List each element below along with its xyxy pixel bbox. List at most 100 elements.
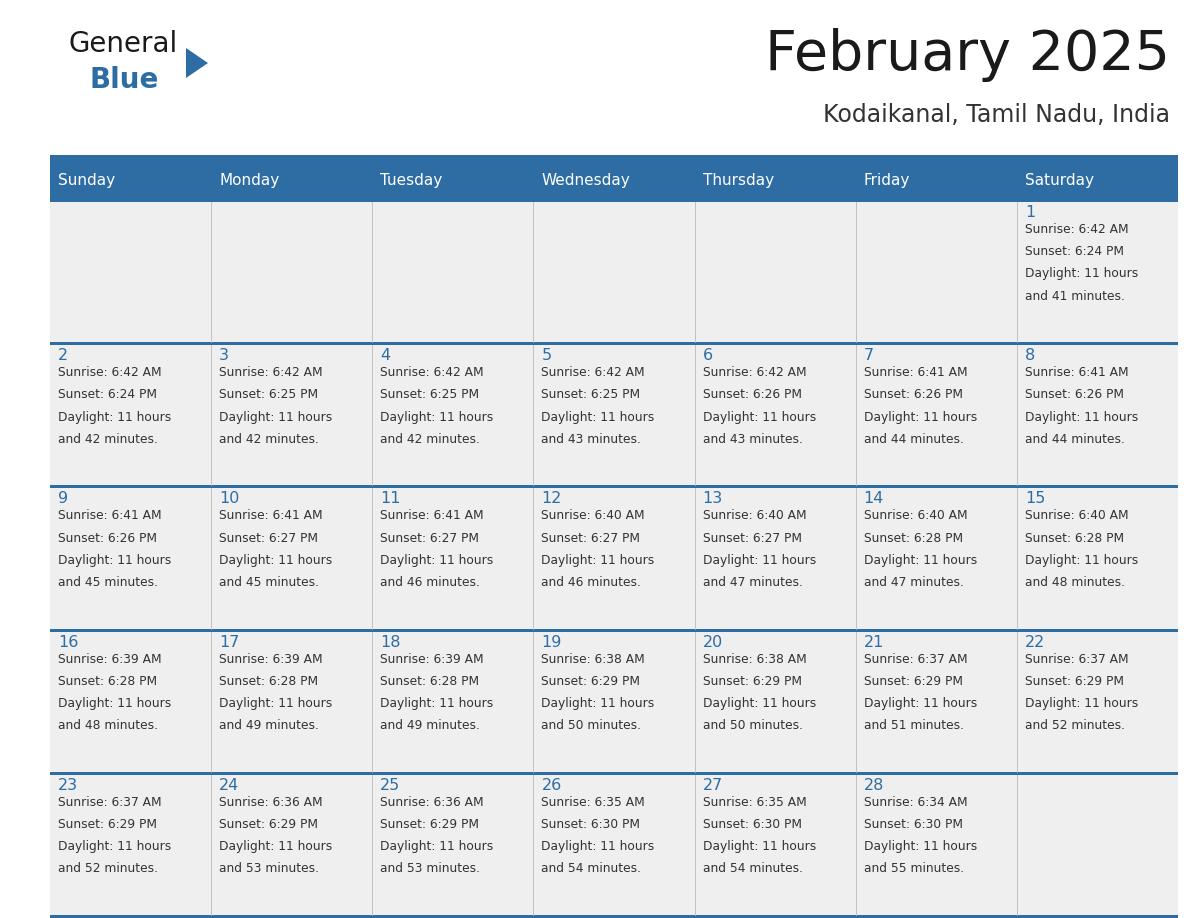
Text: Daylight: 11 hours: Daylight: 11 hours [58, 697, 171, 710]
Text: and 50 minutes.: and 50 minutes. [542, 719, 642, 733]
Text: Sunset: 6:29 PM: Sunset: 6:29 PM [1025, 675, 1124, 688]
Text: and 51 minutes.: and 51 minutes. [864, 719, 963, 733]
Text: Sunrise: 6:34 AM: Sunrise: 6:34 AM [864, 796, 967, 809]
Text: Daylight: 11 hours: Daylight: 11 hours [864, 410, 977, 423]
Text: Daylight: 11 hours: Daylight: 11 hours [219, 410, 333, 423]
Text: Daylight: 11 hours: Daylight: 11 hours [380, 697, 493, 710]
Bar [50, 202, 1178, 342]
Text: and 54 minutes.: and 54 minutes. [702, 862, 803, 876]
Text: Daylight: 11 hours: Daylight: 11 hours [1025, 410, 1138, 423]
Text: Daylight: 11 hours: Daylight: 11 hours [702, 840, 816, 853]
Text: Blue: Blue [90, 66, 159, 94]
Text: Sunset: 6:27 PM: Sunset: 6:27 PM [219, 532, 318, 544]
Text: 21: 21 [864, 634, 884, 650]
Text: Sunrise: 6:40 AM: Sunrise: 6:40 AM [864, 509, 967, 522]
Text: Sunrise: 6:42 AM: Sunrise: 6:42 AM [219, 366, 323, 379]
Text: 28: 28 [864, 778, 884, 793]
Text: Sunrise: 6:37 AM: Sunrise: 6:37 AM [58, 796, 162, 809]
Text: 14: 14 [864, 491, 884, 507]
Text: 25: 25 [380, 778, 400, 793]
Bar [50, 629, 1178, 632]
Text: 8: 8 [1025, 348, 1035, 364]
Text: and 42 minutes.: and 42 minutes. [219, 432, 320, 446]
Text: 16: 16 [58, 634, 78, 650]
Text: and 43 minutes.: and 43 minutes. [702, 432, 802, 446]
Text: 27: 27 [702, 778, 722, 793]
Text: Sunset: 6:28 PM: Sunset: 6:28 PM [380, 675, 480, 688]
Text: and 47 minutes.: and 47 minutes. [864, 576, 963, 589]
Text: 1: 1 [1025, 205, 1035, 220]
Text: Sunset: 6:29 PM: Sunset: 6:29 PM [219, 818, 318, 831]
Text: Sunrise: 6:39 AM: Sunrise: 6:39 AM [58, 653, 162, 666]
Text: Daylight: 11 hours: Daylight: 11 hours [219, 840, 333, 853]
Text: 9: 9 [58, 491, 68, 507]
Text: and 47 minutes.: and 47 minutes. [702, 576, 802, 589]
Text: 20: 20 [702, 634, 722, 650]
Text: 18: 18 [380, 634, 400, 650]
Text: Daylight: 11 hours: Daylight: 11 hours [702, 697, 816, 710]
Text: Sunrise: 6:41 AM: Sunrise: 6:41 AM [219, 509, 323, 522]
Text: February 2025: February 2025 [765, 28, 1170, 82]
Text: 23: 23 [58, 778, 78, 793]
Text: Kodaikanal, Tamil Nadu, India: Kodaikanal, Tamil Nadu, India [823, 103, 1170, 127]
Text: and 45 minutes.: and 45 minutes. [219, 576, 320, 589]
Text: Sunset: 6:26 PM: Sunset: 6:26 PM [864, 388, 962, 401]
Text: and 44 minutes.: and 44 minutes. [864, 432, 963, 446]
Text: and 52 minutes.: and 52 minutes. [1025, 719, 1125, 733]
Text: and 42 minutes.: and 42 minutes. [58, 432, 158, 446]
Text: Sunrise: 6:42 AM: Sunrise: 6:42 AM [1025, 223, 1129, 236]
Text: 19: 19 [542, 634, 562, 650]
Text: Sunrise: 6:41 AM: Sunrise: 6:41 AM [380, 509, 484, 522]
Text: Daylight: 11 hours: Daylight: 11 hours [58, 554, 171, 566]
Text: and 50 minutes.: and 50 minutes. [702, 719, 803, 733]
Text: Sunset: 6:29 PM: Sunset: 6:29 PM [380, 818, 479, 831]
Text: and 53 minutes.: and 53 minutes. [219, 862, 320, 876]
Text: Sunrise: 6:42 AM: Sunrise: 6:42 AM [702, 366, 807, 379]
Text: Sunset: 6:30 PM: Sunset: 6:30 PM [542, 818, 640, 831]
Text: Sunset: 6:27 PM: Sunset: 6:27 PM [542, 532, 640, 544]
Text: and 52 minutes.: and 52 minutes. [58, 862, 158, 876]
Text: Tuesday: Tuesday [380, 173, 443, 187]
Text: Daylight: 11 hours: Daylight: 11 hours [380, 840, 493, 853]
Text: Sunrise: 6:40 AM: Sunrise: 6:40 AM [542, 509, 645, 522]
Text: Daylight: 11 hours: Daylight: 11 hours [219, 697, 333, 710]
Text: Daylight: 11 hours: Daylight: 11 hours [380, 554, 493, 566]
Text: and 45 minutes.: and 45 minutes. [58, 576, 158, 589]
Text: Sunrise: 6:42 AM: Sunrise: 6:42 AM [380, 366, 484, 379]
Text: Daylight: 11 hours: Daylight: 11 hours [542, 840, 655, 853]
Bar [50, 199, 1178, 202]
Bar [50, 161, 1178, 199]
Text: and 48 minutes.: and 48 minutes. [58, 719, 158, 733]
Text: Sunrise: 6:35 AM: Sunrise: 6:35 AM [542, 796, 645, 809]
Text: Sunrise: 6:42 AM: Sunrise: 6:42 AM [58, 366, 162, 379]
Text: Sunrise: 6:41 AM: Sunrise: 6:41 AM [864, 366, 967, 379]
Text: 26: 26 [542, 778, 562, 793]
Text: Sunset: 6:28 PM: Sunset: 6:28 PM [219, 675, 318, 688]
Text: Daylight: 11 hours: Daylight: 11 hours [702, 554, 816, 566]
Text: Sunset: 6:29 PM: Sunset: 6:29 PM [58, 818, 157, 831]
Text: 6: 6 [702, 348, 713, 364]
Text: Daylight: 11 hours: Daylight: 11 hours [542, 410, 655, 423]
Bar [50, 155, 1178, 161]
Text: and 41 minutes.: and 41 minutes. [1025, 289, 1125, 303]
Text: Sunrise: 6:36 AM: Sunrise: 6:36 AM [219, 796, 323, 809]
Text: Sunset: 6:28 PM: Sunset: 6:28 PM [1025, 532, 1124, 544]
Text: Sunrise: 6:38 AM: Sunrise: 6:38 AM [542, 653, 645, 666]
Text: Sunrise: 6:39 AM: Sunrise: 6:39 AM [219, 653, 323, 666]
Text: Sunrise: 6:35 AM: Sunrise: 6:35 AM [702, 796, 807, 809]
Text: Daylight: 11 hours: Daylight: 11 hours [380, 410, 493, 423]
Text: Saturday: Saturday [1025, 173, 1094, 187]
Text: 10: 10 [219, 491, 240, 507]
Text: Sunset: 6:30 PM: Sunset: 6:30 PM [702, 818, 802, 831]
Text: Sunset: 6:29 PM: Sunset: 6:29 PM [542, 675, 640, 688]
Text: Daylight: 11 hours: Daylight: 11 hours [219, 554, 333, 566]
Text: and 55 minutes.: and 55 minutes. [864, 862, 963, 876]
Text: 22: 22 [1025, 634, 1045, 650]
Text: Sunset: 6:29 PM: Sunset: 6:29 PM [864, 675, 962, 688]
Text: Sunset: 6:27 PM: Sunset: 6:27 PM [380, 532, 479, 544]
Bar [50, 342, 1178, 345]
Text: Sunset: 6:25 PM: Sunset: 6:25 PM [380, 388, 480, 401]
Bar [50, 488, 1178, 629]
Text: Daylight: 11 hours: Daylight: 11 hours [864, 554, 977, 566]
Text: Sunrise: 6:36 AM: Sunrise: 6:36 AM [380, 796, 484, 809]
